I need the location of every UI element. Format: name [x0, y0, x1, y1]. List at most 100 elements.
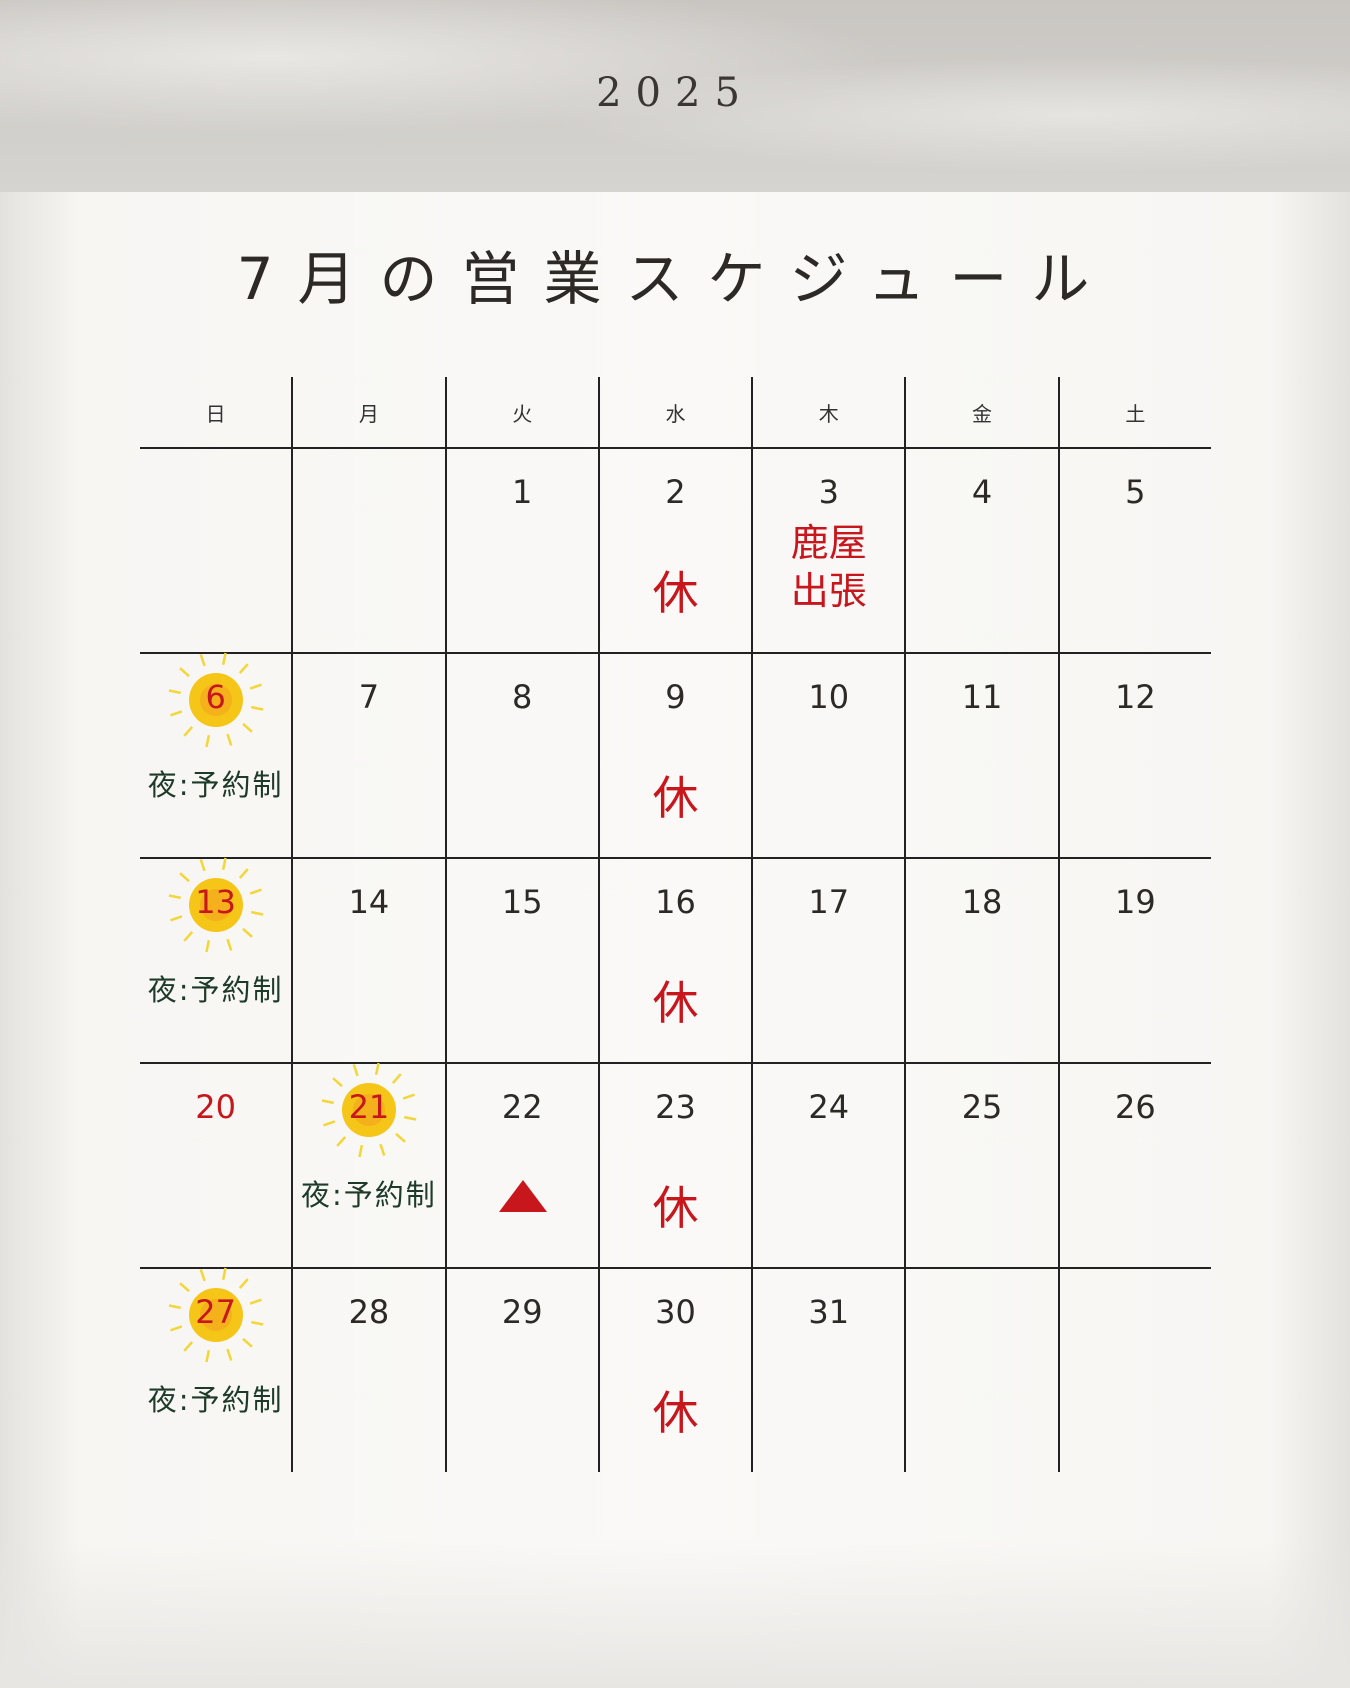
- calendar-day-cell: 13 夜:予約制: [140, 857, 291, 1062]
- calendar-week: 27 夜:予約制 28 29 30 休 31: [140, 1267, 1211, 1472]
- closed-label: 休: [652, 1181, 699, 1235]
- day-number: 12: [1114, 678, 1156, 716]
- day-number: 26: [1114, 1088, 1156, 1126]
- calendar-day-cell: 4: [904, 449, 1057, 652]
- day-number: 3: [818, 473, 839, 511]
- calendar-day-cell: 27 夜:予約制: [140, 1267, 291, 1472]
- closed-label: 休: [652, 976, 699, 1030]
- closed-label: 休: [652, 1386, 699, 1440]
- weekday-label: 土: [1057, 377, 1211, 447]
- day-number: 11: [961, 678, 1003, 716]
- calendar-day-cell: 8: [444, 654, 598, 857]
- sun-icon: [168, 1267, 264, 1363]
- day-number: 30: [655, 1293, 696, 1331]
- closed-label: 休: [652, 566, 699, 620]
- calendar-day-cell: 7: [291, 654, 444, 857]
- night-reservation-label: 夜:予約制: [147, 973, 284, 1007]
- calendar-day-cell: 3 鹿屋 出張: [751, 449, 904, 652]
- calendar-day-cell: 10: [751, 654, 904, 857]
- calendar-day-cell: 17: [751, 859, 904, 1062]
- calendar-day-cell: [904, 1269, 1057, 1472]
- calendar-day-cell: 21 夜:予約制: [291, 1062, 444, 1267]
- day-number: 21: [348, 1088, 390, 1126]
- calendar-day-cell: 25: [904, 1064, 1057, 1267]
- sun-icon: [321, 1062, 417, 1158]
- business-trip-line: 鹿屋: [790, 521, 867, 565]
- day-number: 1: [512, 473, 533, 511]
- calendar-day-cell: 20: [140, 1064, 291, 1267]
- day-number: 6: [205, 678, 226, 716]
- night-reservation-label: 夜:予約制: [301, 1178, 437, 1212]
- day-number: 10: [808, 678, 850, 716]
- day-number: 8: [512, 678, 533, 716]
- header-background: [0, 0, 1350, 192]
- business-trip-line: 出張: [790, 569, 867, 613]
- day-number: 28: [348, 1293, 390, 1331]
- calendar-day-cell: 30 休: [597, 1269, 751, 1472]
- day-number: 14: [348, 883, 390, 921]
- day-number: 9: [665, 678, 686, 716]
- day-number: 24: [808, 1088, 850, 1126]
- weekday-label: 金: [904, 377, 1057, 447]
- day-number: 18: [961, 883, 1003, 921]
- weekday-label: 水: [597, 377, 751, 447]
- weekday-header: 日 月火水木金土: [140, 377, 1211, 449]
- year-label: 2025: [596, 70, 754, 116]
- calendar-day-cell: 15: [444, 859, 598, 1062]
- day-number: 25: [961, 1088, 1003, 1126]
- calendar-day-cell: 19: [1057, 859, 1211, 1062]
- night-reservation-label: 夜:予約制: [147, 1383, 284, 1417]
- night-reservation-label: 夜:予約制: [147, 768, 284, 802]
- day-number: 16: [655, 883, 696, 921]
- weekday-label: 月: [291, 377, 444, 447]
- sun-icon: [168, 857, 264, 953]
- day-number: 2: [665, 473, 686, 511]
- weekday-label: 日: [205, 401, 226, 426]
- day-number: 15: [501, 883, 543, 921]
- sun-icon: [168, 652, 264, 748]
- closed-label: 休: [652, 771, 699, 825]
- calendar-day-cell: [140, 449, 291, 652]
- calendar-day-cell: 1: [444, 449, 598, 652]
- day-number: 22: [501, 1088, 543, 1126]
- day-number: 7: [358, 678, 380, 716]
- calendar-day-cell: 12: [1057, 654, 1211, 857]
- triangle-icon: [498, 1180, 547, 1212]
- day-number: 20: [195, 1088, 236, 1126]
- business-trip-label: 鹿屋 出張: [753, 519, 904, 615]
- calendar-grid: 日月火水木金土 1 2 休 3 鹿屋 出張 4 5 6 夜:予約制 7 8 9 休 10 11 12 13 夜:予約…: [140, 377, 1211, 1472]
- calendar-day-cell: 14: [291, 859, 444, 1062]
- day-number: 4: [971, 473, 993, 511]
- calendar-day-cell: 22: [444, 1064, 598, 1267]
- calendar-day-cell: 18: [904, 859, 1057, 1062]
- day-number: 17: [808, 883, 850, 921]
- calendar-week: 1 2 休 3 鹿屋 出張 4 5: [140, 449, 1211, 654]
- calendar-week: 13 夜:予約制 14 15 16 休 17 18 19: [140, 857, 1211, 1064]
- day-number: 23: [655, 1088, 696, 1126]
- day-number: 31: [808, 1293, 850, 1331]
- day-number: 5: [1125, 473, 1146, 511]
- calendar-day-cell: 24: [751, 1064, 904, 1267]
- calendar-day-cell: 23 休: [597, 1064, 751, 1267]
- calendar-day-cell: 26: [1057, 1064, 1211, 1267]
- calendar-day-cell: 28: [291, 1269, 444, 1472]
- calendar-day-cell: [291, 449, 444, 652]
- calendar-day-cell: [1057, 1269, 1211, 1472]
- page-title: 7月の営業スケジュール: [236, 245, 1114, 313]
- weekday-label: 木: [751, 377, 904, 447]
- day-number: 29: [501, 1293, 543, 1331]
- footer-background: [0, 1540, 1350, 1688]
- calendar-day-cell: 11: [904, 654, 1057, 857]
- calendar-day-cell: 16 休: [597, 859, 751, 1062]
- calendar-day-cell: 31: [751, 1269, 904, 1472]
- calendar-day-cell: 5: [1057, 449, 1211, 652]
- calendar-day-cell: 29: [444, 1269, 598, 1472]
- calendar-week: 6 夜:予約制 7 8 9 休 10 11 12: [140, 652, 1211, 859]
- calendar-day-cell: 6 夜:予約制: [140, 652, 291, 857]
- calendar-week: 20 21 夜:予約制 22 23 休 24 25 26: [140, 1062, 1211, 1269]
- weekday-label: 火: [444, 377, 598, 447]
- day-number: 27: [195, 1293, 236, 1331]
- day-number: 13: [195, 883, 236, 921]
